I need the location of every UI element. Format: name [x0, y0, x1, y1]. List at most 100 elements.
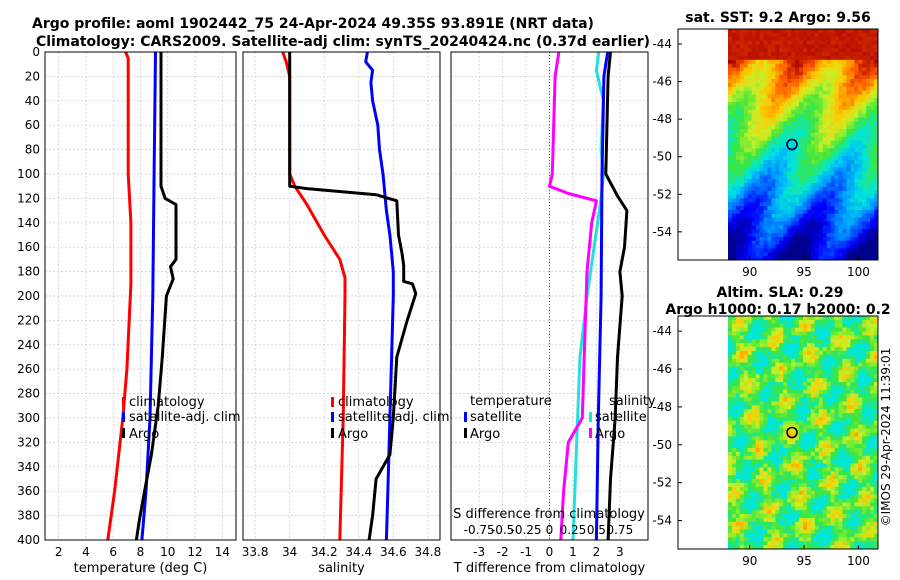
map-cell	[846, 533, 851, 538]
map-cell	[728, 343, 733, 348]
map-cell	[842, 98, 847, 103]
map-cell	[795, 448, 800, 453]
map-cell	[735, 343, 741, 348]
map-cell	[779, 316, 784, 321]
map-cell	[822, 350, 828, 356]
map-cell	[735, 106, 741, 111]
map-cell	[822, 213, 828, 219]
map-cell	[810, 183, 816, 188]
map-cell	[771, 432, 776, 437]
map-cell	[731, 393, 737, 398]
map-cell	[803, 436, 808, 441]
map-cell	[803, 424, 808, 430]
map-cell	[838, 190, 843, 195]
map-cell	[739, 354, 745, 360]
map-cell	[735, 175, 741, 180]
map-cell	[834, 132, 839, 138]
map-cell	[810, 194, 816, 199]
map-cell	[791, 94, 796, 99]
map-cell	[763, 498, 768, 503]
map-cell	[771, 86, 776, 91]
map-cell	[799, 106, 804, 111]
map-cell	[866, 217, 871, 222]
map-cell	[838, 29, 843, 34]
map-cell	[799, 529, 804, 534]
map-cell	[751, 366, 757, 371]
map-cell	[739, 432, 745, 437]
map-cell	[759, 209, 764, 215]
map-cell	[763, 533, 768, 538]
map-cell	[791, 541, 796, 546]
map-cell	[858, 40, 863, 45]
map-cell	[755, 55, 760, 61]
map-cell	[747, 71, 753, 76]
map-cell	[728, 389, 733, 395]
map-cell	[731, 467, 737, 472]
map-cell	[767, 510, 772, 515]
map-cell	[858, 32, 863, 38]
map-cell	[850, 416, 855, 422]
map-cell	[806, 339, 812, 344]
map-cell	[799, 79, 804, 84]
map-cell	[731, 32, 737, 38]
map-cell	[862, 82, 867, 88]
map-cell	[747, 183, 753, 188]
map-cell	[830, 221, 835, 226]
map-cell	[854, 136, 859, 142]
map-cell	[775, 440, 780, 445]
map-cell	[787, 217, 792, 222]
map-cell	[747, 209, 753, 215]
map-cell	[834, 482, 839, 488]
map-cell	[814, 455, 820, 461]
map-cell	[783, 48, 788, 53]
map-cell	[739, 186, 745, 192]
map-cell	[834, 159, 839, 165]
map-cell	[810, 209, 816, 215]
map-cell	[826, 362, 832, 367]
map-cell	[870, 482, 875, 488]
map-cell	[759, 463, 764, 468]
map-cell	[799, 521, 804, 527]
map-cell	[755, 385, 760, 391]
map-cell	[759, 132, 764, 138]
map-cell	[814, 420, 820, 426]
map-cell	[803, 55, 808, 61]
map-cell	[814, 179, 820, 184]
map-cell	[759, 424, 764, 430]
map-cell	[739, 405, 745, 410]
map-cell	[799, 71, 804, 76]
map-cell	[803, 106, 808, 111]
map-cell	[735, 521, 741, 527]
map-cell	[862, 401, 867, 406]
map-cell	[787, 537, 792, 542]
map-cell	[759, 32, 764, 38]
map-cell	[866, 529, 871, 534]
map-cell	[803, 117, 808, 122]
map-cell	[795, 40, 800, 45]
map-cell	[791, 440, 796, 445]
map-cell	[739, 385, 745, 391]
map-cell	[838, 159, 843, 165]
map-cell	[810, 113, 816, 118]
map-cell	[755, 517, 760, 523]
map-cell	[743, 59, 749, 65]
map-cell	[866, 521, 871, 527]
map-cell	[755, 148, 760, 153]
map-cell	[763, 389, 768, 395]
map-cell	[783, 451, 788, 457]
map-cell	[795, 121, 800, 126]
map-cell	[866, 32, 871, 38]
map-cell	[759, 233, 764, 238]
map-cell	[866, 335, 871, 340]
map-cell	[771, 209, 776, 215]
map-cell	[826, 140, 832, 145]
map-cell	[755, 71, 760, 76]
map-cell	[850, 113, 855, 118]
map-cell	[783, 59, 788, 65]
map-cell	[783, 529, 788, 534]
map-cell	[779, 343, 784, 348]
map-cell	[747, 517, 753, 523]
map-cell	[739, 401, 745, 406]
map-cell	[826, 331, 832, 336]
